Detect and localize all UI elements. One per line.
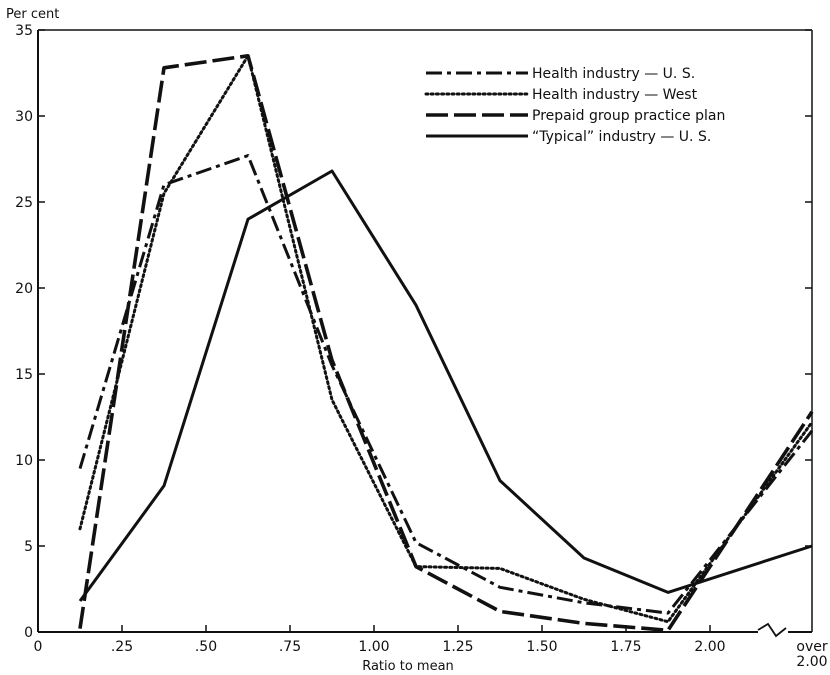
- x-tick-label: 2.00: [694, 639, 725, 655]
- series-line-4: [78, 169, 813, 602]
- legend-label-4: “Typical” industry — U. S.: [532, 129, 711, 145]
- y-tick-label: 5: [24, 539, 33, 555]
- y-axis-ticks: 0 5 10 15 20 25 30 35: [15, 23, 812, 641]
- y-axis-title: Per cent: [6, 7, 59, 22]
- x-tick-label-over: 2.00: [796, 654, 827, 670]
- series-line-3: [78, 53, 814, 633]
- x-tick-label: .50: [195, 639, 217, 655]
- y-tick-label: 30: [15, 109, 33, 125]
- x-tick-label: 1.25: [442, 639, 473, 655]
- x-tick-label: 1.50: [526, 639, 557, 655]
- series-layer: [78, 53, 814, 633]
- x-tick-label: 0: [34, 639, 43, 655]
- legend-label-3: Prepaid group practice plan: [532, 108, 725, 124]
- legend: Health industry — U. S. Health industry —…: [424, 66, 725, 145]
- y-tick-label: 20: [15, 281, 33, 297]
- y-tick-label: 0: [24, 625, 33, 641]
- y-tick-label: 35: [15, 23, 33, 39]
- x-tick-label: .25: [111, 639, 133, 655]
- y-tick-label: 25: [15, 195, 33, 211]
- x-axis-title: Ratio to mean: [362, 659, 454, 674]
- legend-label-2: Health industry — West: [532, 87, 698, 103]
- series-line-1: [78, 154, 814, 615]
- x-tick-label: 1.75: [610, 639, 641, 655]
- legend-label-1: Health industry — U. S.: [532, 66, 695, 82]
- x-axis-break-marker: [757, 622, 788, 640]
- x-tick-label-over: over: [796, 639, 827, 655]
- x-tick-label: .75: [279, 639, 301, 655]
- y-tick-label: 15: [15, 367, 33, 383]
- y-tick-label: 10: [15, 453, 33, 469]
- x-tick-label: 1.00: [358, 639, 389, 655]
